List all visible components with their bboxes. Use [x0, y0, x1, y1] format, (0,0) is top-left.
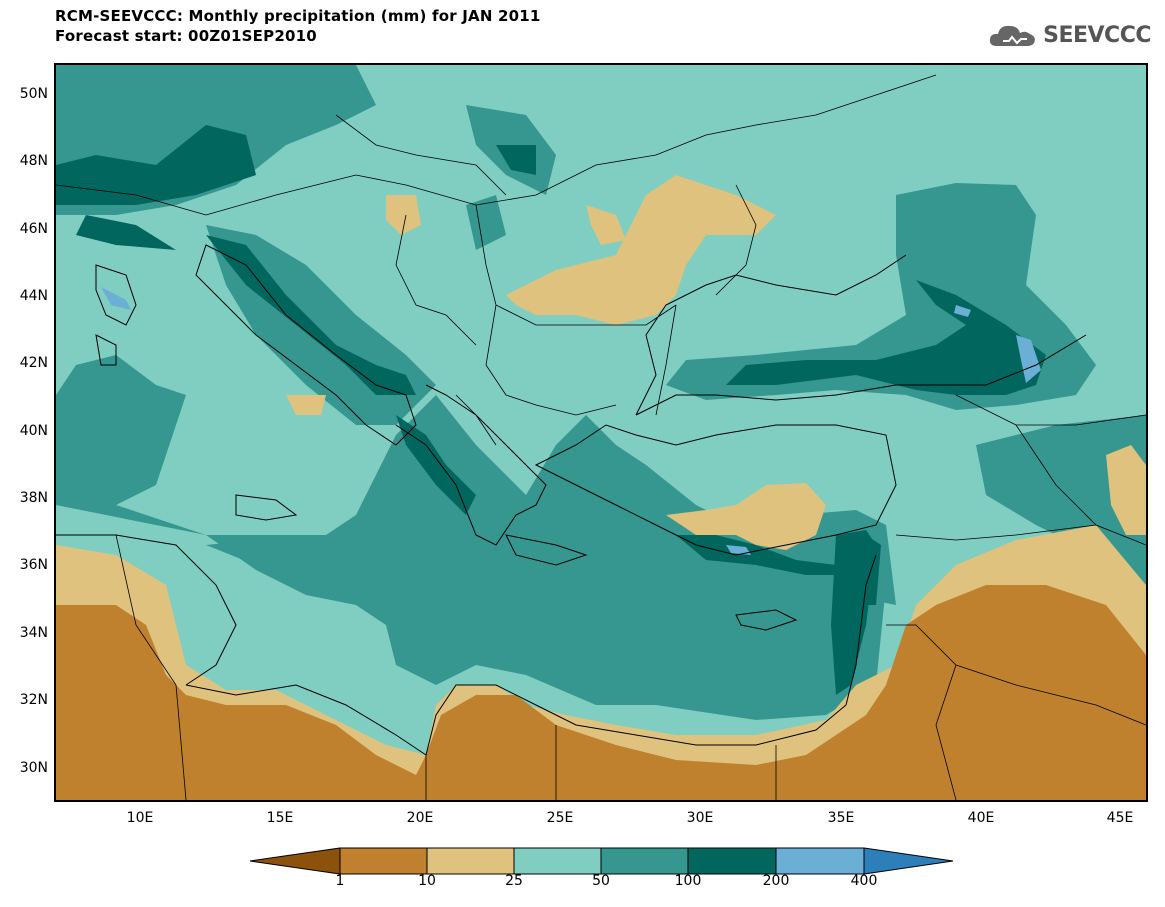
cloud-logo-icon [990, 25, 1036, 46]
colorbar-label: 1 [335, 873, 345, 889]
lat-label: 30N [19, 760, 48, 776]
colorbar-segment [600, 847, 689, 875]
lat-label: 44N [19, 288, 48, 304]
lon-label: 40E [967, 810, 995, 826]
map-svg [56, 65, 1146, 800]
lat-label: 40N [19, 423, 48, 439]
band-100-200-alps2 [76, 215, 176, 250]
lon-label: 30E [686, 810, 714, 826]
map-title: RCM-SEEVCCC: Monthly precipitation (mm) … [55, 7, 541, 25]
lat-label: 38N [19, 490, 48, 506]
colorbar-segment [775, 847, 865, 875]
band-10-25-hungary [386, 195, 421, 235]
band-200-400-caucasus2 [954, 305, 971, 317]
band-100-200-alps [56, 125, 256, 205]
band-50-100-carp2 [466, 195, 506, 250]
lon-label: 45E [1106, 810, 1134, 826]
band-100-200-danube [496, 145, 536, 175]
logo-text: SEEVCCC [1043, 22, 1151, 48]
lon-label: 25E [546, 810, 574, 826]
map-title-block: RCM-SEEVCCC: Monthly precipitation (mm) … [55, 6, 541, 46]
lat-label: 50N [19, 86, 48, 102]
lon-label: 35E [827, 810, 855, 826]
colorbar-segment [250, 847, 341, 875]
lon-label: 20E [406, 810, 434, 826]
band-50-100-sea [56, 395, 886, 720]
forecast-start: Forecast start: 00Z01SEP2010 [55, 27, 317, 45]
band-1-10-africa [56, 585, 1146, 800]
lat-label: 34N [19, 625, 48, 641]
colorbar-label: 25 [505, 873, 523, 889]
band-100-200-albania [396, 415, 476, 515]
precipitation-map [54, 63, 1148, 802]
colorbar-segment [863, 847, 954, 875]
colorbar [250, 847, 954, 875]
seevccc-logo: SEEVCCC [987, 20, 1151, 50]
colorbar-segment [339, 847, 428, 875]
band-10-25-east [1106, 445, 1146, 535]
colorbar-label: 10 [418, 873, 436, 889]
band-50-100-italy-west [56, 355, 186, 505]
band-100-200-adriatic [206, 235, 416, 395]
colorbar-segment [513, 847, 602, 875]
country-borders [56, 74, 1146, 800]
band-50-100-sicily [206, 535, 336, 575]
colorbar-label: 400 [850, 873, 878, 889]
lon-label: 10E [126, 810, 154, 826]
band-200-400-corsica [101, 287, 131, 310]
lat-label: 36N [19, 557, 48, 573]
lat-label: 48N [19, 153, 48, 169]
band-200-400-turkey [726, 545, 751, 555]
lat-label: 42N [19, 355, 48, 371]
colorbar-segment [426, 847, 515, 875]
band-10-25-italy [286, 395, 326, 415]
colorbar-label: 200 [762, 873, 790, 889]
band-10-25-romania2 [586, 205, 626, 245]
band-10-25-romania [506, 175, 776, 325]
band-10-25-turkey [666, 483, 826, 550]
colorbar-label: 100 [674, 873, 702, 889]
band-100-200-levant [831, 530, 876, 695]
colorbar-label: 50 [592, 873, 610, 889]
colorbar-segment [687, 847, 777, 875]
band-200-400-caucasus [1016, 335, 1041, 383]
lon-label: 15E [266, 810, 294, 826]
lat-label: 32N [19, 692, 48, 708]
lat-label: 46N [19, 221, 48, 237]
